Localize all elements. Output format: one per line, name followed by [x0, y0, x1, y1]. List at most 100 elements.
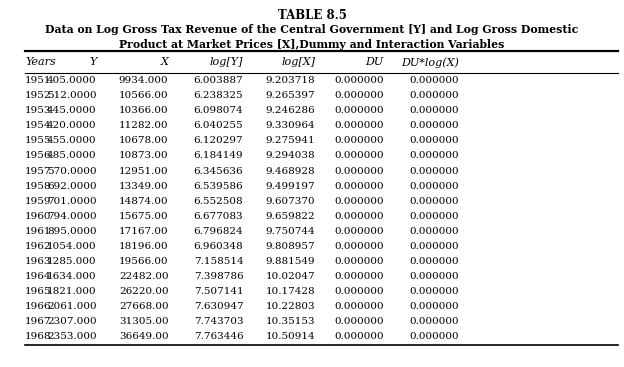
Text: 2353.000: 2353.000 — [47, 332, 97, 341]
Text: 2061.000: 2061.000 — [47, 302, 97, 311]
Text: 0.000000: 0.000000 — [334, 106, 384, 115]
Text: 19566.00: 19566.00 — [119, 257, 168, 266]
Text: 9.607370: 9.607370 — [265, 197, 315, 206]
Text: 6.098074: 6.098074 — [193, 106, 243, 115]
Text: 17167.00: 17167.00 — [119, 227, 168, 236]
Text: 455.0000: 455.0000 — [47, 137, 97, 145]
Text: 9.881549: 9.881549 — [265, 257, 315, 266]
Text: 14874.00: 14874.00 — [119, 197, 168, 206]
Text: 9.294038: 9.294038 — [265, 152, 315, 160]
Text: 9.659822: 9.659822 — [265, 212, 315, 221]
Text: 22482.00: 22482.00 — [119, 272, 168, 281]
Text: 2307.000: 2307.000 — [47, 317, 97, 326]
Text: 1954: 1954 — [25, 121, 51, 130]
Text: 1957: 1957 — [25, 167, 51, 175]
Text: Product at Market Prices [X],Dummy and Interaction Variables: Product at Market Prices [X],Dummy and I… — [119, 39, 505, 50]
Text: 9.265397: 9.265397 — [265, 91, 315, 100]
Text: 0.000000: 0.000000 — [334, 152, 384, 160]
Text: 9.203718: 9.203718 — [265, 76, 315, 85]
Text: 6.539586: 6.539586 — [193, 182, 243, 190]
Text: 0.000000: 0.000000 — [334, 212, 384, 221]
Text: 0.000000: 0.000000 — [409, 76, 459, 85]
Text: 10.35153: 10.35153 — [265, 317, 315, 326]
Text: 9.499197: 9.499197 — [265, 182, 315, 190]
Text: 6.040255: 6.040255 — [193, 121, 243, 130]
Text: 0.000000: 0.000000 — [334, 182, 384, 190]
Text: 0.000000: 0.000000 — [334, 197, 384, 206]
Text: TABLE 8.5: TABLE 8.5 — [278, 9, 346, 22]
Text: 0.000000: 0.000000 — [334, 76, 384, 85]
Text: 1959: 1959 — [25, 197, 51, 206]
Text: 0.000000: 0.000000 — [409, 332, 459, 341]
Text: 10566.00: 10566.00 — [119, 91, 168, 100]
Text: 0.000000: 0.000000 — [334, 317, 384, 326]
Text: 1285.000: 1285.000 — [47, 257, 97, 266]
Text: 18196.00: 18196.00 — [119, 242, 168, 251]
Text: 0.000000: 0.000000 — [334, 272, 384, 281]
Text: 7.507141: 7.507141 — [193, 287, 243, 296]
Text: 31305.00: 31305.00 — [119, 317, 168, 326]
Text: 0.000000: 0.000000 — [409, 227, 459, 236]
Text: 1054.000: 1054.000 — [47, 242, 97, 251]
Text: DU*log(X): DU*log(X) — [401, 57, 459, 68]
Text: 895.0000: 895.0000 — [47, 227, 97, 236]
Text: 0.000000: 0.000000 — [409, 197, 459, 206]
Text: 0.000000: 0.000000 — [409, 121, 459, 130]
Text: 7.158514: 7.158514 — [193, 257, 243, 266]
Text: 1951: 1951 — [25, 76, 51, 85]
Text: 0.000000: 0.000000 — [334, 91, 384, 100]
Text: 0.000000: 0.000000 — [409, 152, 459, 160]
Text: 27668.00: 27668.00 — [119, 302, 168, 311]
Text: 26220.00: 26220.00 — [119, 287, 168, 296]
Text: 1965: 1965 — [25, 287, 51, 296]
Text: 0.000000: 0.000000 — [409, 257, 459, 266]
Text: 0.000000: 0.000000 — [334, 302, 384, 311]
Text: 794.0000: 794.0000 — [47, 212, 97, 221]
Text: 0.000000: 0.000000 — [409, 317, 459, 326]
Text: log[Y]: log[Y] — [210, 57, 243, 68]
Text: 7.398786: 7.398786 — [193, 272, 243, 281]
Text: 9.246286: 9.246286 — [265, 106, 315, 115]
Text: 10366.00: 10366.00 — [119, 106, 168, 115]
Text: 9.468928: 9.468928 — [265, 167, 315, 175]
Text: 0.000000: 0.000000 — [409, 137, 459, 145]
Text: 6.003887: 6.003887 — [193, 76, 243, 85]
Text: 6.960348: 6.960348 — [193, 242, 243, 251]
Text: 512.0000: 512.0000 — [47, 91, 97, 100]
Text: 0.000000: 0.000000 — [334, 227, 384, 236]
Text: Data on Log Gross Tax Revenue of the Central Government [Y] and Log Gross Domest: Data on Log Gross Tax Revenue of the Cen… — [46, 24, 578, 35]
Text: X: X — [160, 57, 168, 68]
Text: 1961: 1961 — [25, 227, 51, 236]
Text: 6.345636: 6.345636 — [193, 167, 243, 175]
Text: 15675.00: 15675.00 — [119, 212, 168, 221]
Text: 1952: 1952 — [25, 91, 51, 100]
Text: 0.000000: 0.000000 — [409, 182, 459, 190]
Text: 1966: 1966 — [25, 302, 51, 311]
Text: 570.0000: 570.0000 — [47, 167, 97, 175]
Text: 701.0000: 701.0000 — [47, 197, 97, 206]
Text: 0.000000: 0.000000 — [409, 91, 459, 100]
Text: 1955: 1955 — [25, 137, 51, 145]
Text: 6.238325: 6.238325 — [193, 91, 243, 100]
Text: 1962: 1962 — [25, 242, 51, 251]
Text: 1968: 1968 — [25, 332, 51, 341]
Text: 10.22803: 10.22803 — [265, 302, 315, 311]
Text: 1956: 1956 — [25, 152, 51, 160]
Text: 9.330964: 9.330964 — [265, 121, 315, 130]
Text: 9.808957: 9.808957 — [265, 242, 315, 251]
Text: 9.750744: 9.750744 — [265, 227, 315, 236]
Text: 420.0000: 420.0000 — [47, 121, 97, 130]
Text: 0.000000: 0.000000 — [334, 242, 384, 251]
Text: 6.796824: 6.796824 — [193, 227, 243, 236]
Text: 0.000000: 0.000000 — [334, 257, 384, 266]
Text: log[X]: log[X] — [281, 57, 315, 68]
Text: 1960: 1960 — [25, 212, 51, 221]
Text: 405.0000: 405.0000 — [47, 76, 97, 85]
Text: 13349.00: 13349.00 — [119, 182, 168, 190]
Text: 0.000000: 0.000000 — [334, 332, 384, 341]
Text: Years: Years — [25, 57, 56, 68]
Text: 9934.000: 9934.000 — [119, 76, 168, 85]
Text: 7.763446: 7.763446 — [193, 332, 243, 341]
Text: 1958: 1958 — [25, 182, 51, 190]
Text: 9.275941: 9.275941 — [265, 137, 315, 145]
